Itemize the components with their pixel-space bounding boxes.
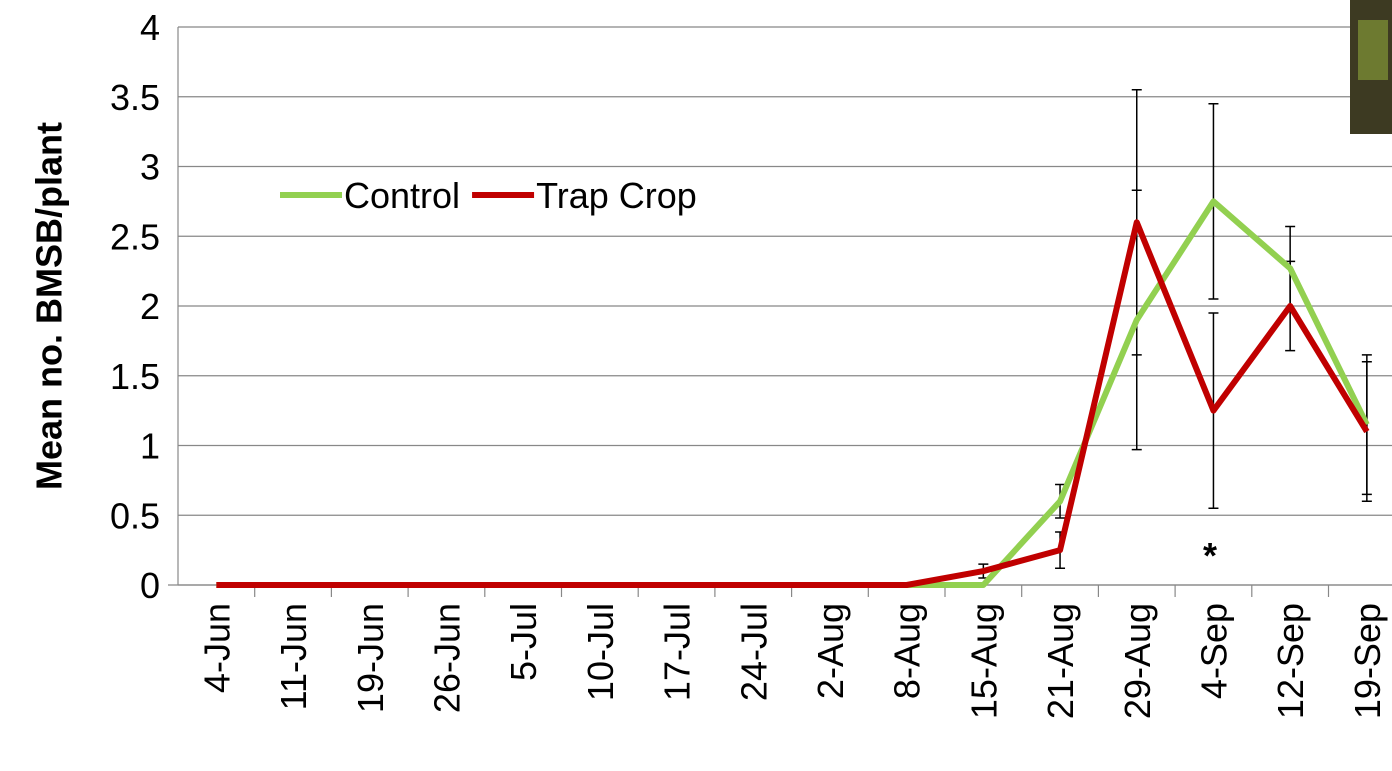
x-tick-label: 11-Jun	[273, 603, 314, 710]
x-tick-label: 12-Sep	[1270, 603, 1311, 719]
x-tick-label: 19-Sep	[1347, 603, 1388, 719]
y-tick-label: 1.5	[110, 356, 160, 397]
y-tick-label: 2.5	[110, 216, 160, 257]
x-tick-label: 2-Aug	[810, 603, 851, 699]
x-tick-label: 17-Jul	[657, 603, 698, 701]
x-tick-label: 24-Jul	[733, 603, 774, 701]
y-tick-label: 0.5	[110, 495, 160, 536]
x-tick-label: 4-Sep	[1193, 603, 1234, 699]
y-tick-label: 4	[140, 7, 160, 48]
x-tick-label: 5-Jul	[503, 603, 544, 681]
y-tick-label: 3	[140, 147, 160, 188]
x-tick-label: 8-Aug	[887, 603, 928, 699]
y-tick-label: 1	[140, 426, 160, 467]
legend-label: Control	[344, 175, 460, 216]
x-tick-label: 19-Jun	[350, 603, 391, 713]
y-tick-label: 2	[140, 286, 160, 327]
y-tick-label: 3.5	[110, 77, 160, 118]
x-tick-label: 21-Aug	[1040, 603, 1081, 719]
series-line	[216, 219, 1370, 588]
x-tick-label: 29-Aug	[1117, 603, 1158, 719]
y-axis-label: Mean no. BMSB/plant	[29, 122, 70, 490]
legend-label: Trap Crop	[536, 175, 697, 216]
series-line	[216, 198, 1370, 588]
photo-detail	[1358, 20, 1388, 80]
x-tick-label: 10-Jul	[580, 603, 621, 701]
x-tick-label: 4-Jun	[196, 603, 237, 693]
x-tick-label: 26-Jun	[426, 603, 467, 713]
y-tick-label: 0	[140, 565, 160, 606]
annotation: *	[1203, 535, 1217, 576]
x-tick-label: 15-Aug	[963, 603, 1004, 719]
